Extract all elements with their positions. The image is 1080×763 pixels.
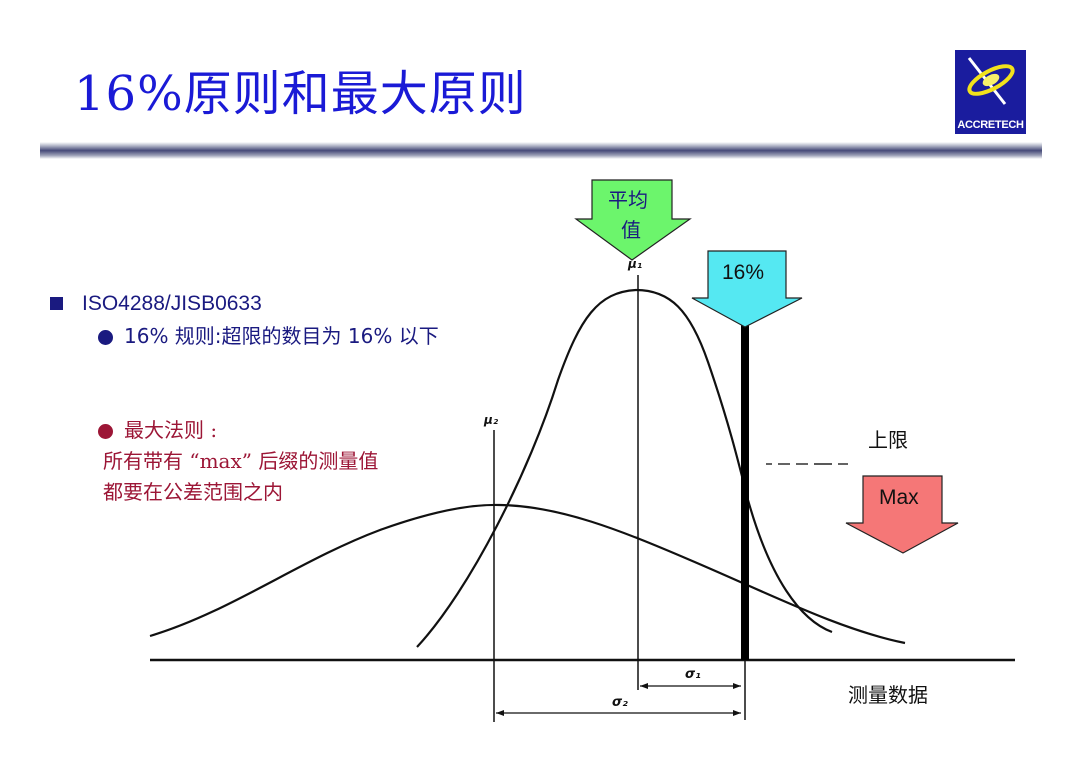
- rule-16-text: 16% 规则:超限的数目为 16% 以下: [124, 324, 439, 348]
- percent-arrow-label: 16%: [722, 261, 765, 284]
- mean-arrow-label-line2: 值: [621, 218, 641, 242]
- slide-title: 16%原则和最大原则: [74, 66, 527, 122]
- header-divider: [40, 142, 1042, 159]
- mu1-label: μ₁: [628, 257, 643, 271]
- logo-text: ACCRETECH: [957, 119, 1024, 131]
- percent-arrow: [691, 250, 803, 328]
- distribution-curve-2: [149, 503, 906, 645]
- max-rule-heading: 最大法则 :: [124, 418, 218, 442]
- accretech-logo: ACCRETECH: [955, 50, 1026, 134]
- max-rule-line1: 所有带有 “max” 后缀的测量值: [103, 449, 379, 473]
- round-bullet-icon: [98, 330, 113, 345]
- logo-emblem-icon: [967, 57, 1015, 105]
- square-bullet-icon: [50, 297, 63, 310]
- max-arrow-label: Max: [879, 486, 919, 509]
- distribution-curve-1: [416, 288, 833, 648]
- max-rule-line2: 都要在公差范围之内: [103, 480, 283, 504]
- round-bullet-icon: [98, 424, 113, 439]
- sigma1-label: σ₁: [685, 667, 701, 682]
- mean-arrow-label-line1: 平均: [608, 188, 648, 212]
- sigma2-label: σ₂: [612, 695, 628, 710]
- standard-label: ISO4288/JISB0633: [82, 292, 262, 315]
- max-arrow: [845, 475, 959, 554]
- mean-arrow: [574, 179, 692, 261]
- mu2-label: μ₂: [484, 413, 499, 427]
- axis-label: 测量数据: [848, 683, 928, 707]
- upper-limit-label: 上限: [868, 428, 908, 452]
